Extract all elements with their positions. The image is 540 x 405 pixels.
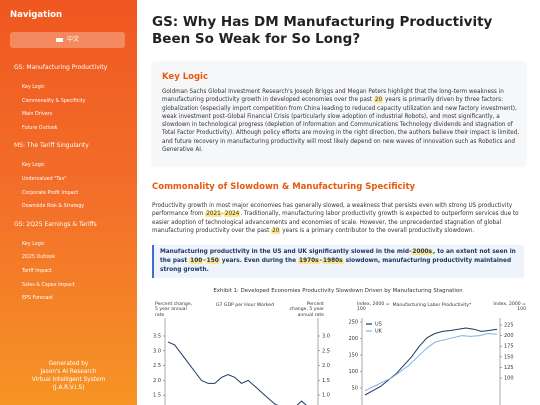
tick-label: 150 (348, 353, 358, 359)
title: G7 GDP per Hour Worked (215, 303, 275, 308)
title: Manufacturing Labor Productivity* (392, 303, 472, 308)
sidebar-title: Navigation (10, 10, 62, 20)
highlight: 100 (189, 258, 204, 265)
text: years is a primary contributor to the ov… (280, 227, 475, 234)
highlight: 2000s (411, 249, 433, 256)
highlight: 1980s (322, 258, 344, 265)
tick-label: 1.0 (322, 393, 330, 399)
highlight: 1970s (298, 258, 320, 265)
section: Commonality of Slowdown & Manufacturing … (152, 178, 524, 279)
legend-label: UK (375, 329, 383, 335)
page-title: GS: Why Has DM Manufacturing Productivit… (152, 14, 493, 47)
legend-label: US (375, 322, 382, 328)
language-label: 中文 (66, 36, 79, 43)
text: years is primarily driven by three facto… (162, 97, 520, 154)
tick-label: 1.5 (153, 393, 161, 399)
footer-line: (J.A.R.V.I.S) (52, 385, 85, 391)
footer: Generated by Jason's AI Research Virtual I… (0, 360, 137, 392)
nav-item[interactable]: Future Outlook (22, 125, 58, 131)
nav-item[interactable]: Key Logic (22, 241, 45, 247)
nav-group[interactable]: GS: Manufacturing Productivity (14, 64, 108, 71)
nav-item[interactable]: Tariff Impact (22, 268, 52, 274)
highlight: 20 (373, 97, 384, 104)
nav-item[interactable]: EPS Forecast (22, 296, 53, 302)
exhibit-title: Exhibit 1: Developed Economies Productiv… (213, 288, 463, 294)
series-line (167, 341, 307, 405)
highlight: 20 (271, 227, 281, 234)
text: - (221, 211, 224, 218)
tick-label: 200 (348, 336, 358, 342)
ylabel: Index, 2000 = 100 (357, 302, 390, 313)
tick-label: 3.5 (153, 334, 161, 340)
text: - (203, 258, 206, 265)
y2label: Index, 2000 = 100 (493, 302, 526, 313)
text: , to an extent not seen in the past (160, 249, 516, 265)
text: years. Even during the (219, 258, 299, 265)
tick-label: 200 (504, 333, 514, 339)
nav-item[interactable]: Key Logic (22, 163, 45, 169)
nav-item[interactable]: Sales & Capex Impact (22, 282, 75, 288)
footer-line: Virtual Intelligent System (31, 377, 106, 383)
tick-label: 2.5 (322, 348, 330, 354)
nav-item[interactable]: Undervalued "Tax" (22, 176, 67, 182)
nav-item[interactable]: 2Q25 Outlook (22, 255, 56, 261)
tick-label: 250 (348, 320, 358, 326)
nav-group[interactable]: GS: 2Q25 Earnings & Tariffs (14, 220, 97, 228)
highlight: 2024 (223, 211, 241, 218)
key-logic-box: Key Logic Goldman Sachs Global Investmen… (152, 62, 526, 166)
footer-line: Jason's AI Research (40, 369, 97, 375)
tick-label: 3.0 (153, 348, 161, 354)
text: Manufacturing productivity in the US and… (160, 249, 412, 256)
ylabel: Percent change, 5 year annual rate (155, 302, 193, 318)
nav-item[interactable]: Main Drivers (22, 112, 53, 118)
highlight: 2021 (205, 211, 222, 218)
tick-label: 1.5 (322, 378, 330, 384)
section-text: Productivity growth in most major econom… (152, 202, 524, 235)
text: slowdown, manufacturing productivity mai… (160, 258, 512, 274)
tick-label: 2.0 (322, 363, 330, 369)
text: Goldman Sachs Global Investment Research… (162, 89, 504, 104)
tick-label: 150 (504, 354, 514, 360)
main: GS: Why Has DM Manufacturing Productivit… (137, 0, 540, 405)
tick-label: 3.0 (322, 334, 330, 340)
key-logic-text: Goldman Sachs Global Investment Research… (162, 88, 520, 154)
series-line (364, 327, 498, 396)
nav-item[interactable]: Commonality & Specificity (22, 98, 86, 104)
nav-item[interactable]: Key Logic (22, 85, 45, 90)
nav-item[interactable]: Downside Risk & Strategy (22, 204, 85, 210)
footer-line: Generated by (48, 361, 89, 367)
tick-label: 2.0 (153, 378, 161, 384)
series-line (364, 332, 498, 392)
sidebar: Navigation 中文 GS: Manufacturing Producti… (0, 0, 137, 405)
callout: Manufacturing productivity in the US and… (152, 245, 524, 279)
section-heading: Commonality of Slowdown & Manufacturing … (152, 182, 416, 192)
tick-label: 225 (504, 323, 514, 329)
key-logic-heading: Key Logic (162, 72, 208, 82)
nav-item[interactable]: Corporate Profit Impact (22, 190, 79, 196)
text: - (319, 258, 323, 265)
y2label: Percent change, 5 year annual rate (289, 302, 324, 318)
nav: GS: Manufacturing Productivity Key Logic C… (0, 60, 137, 306)
text: . Traditionally, manufacturing labor pro… (152, 211, 519, 234)
tick-label: 125 (504, 365, 514, 371)
tick-label: 2.5 (153, 363, 161, 369)
tick-label: 50 (352, 386, 358, 392)
tick-label: 100 (348, 369, 358, 375)
language-button[interactable]: 中文 (10, 32, 125, 48)
flag-icon (55, 37, 63, 42)
tick-label: 100 (504, 376, 514, 382)
highlight: 150 (205, 258, 220, 265)
tick-label: 175 (504, 344, 514, 350)
nav-group[interactable]: MS: The Tariff Singularity (14, 142, 89, 150)
text: Productivity growth in most major econom… (152, 203, 513, 218)
